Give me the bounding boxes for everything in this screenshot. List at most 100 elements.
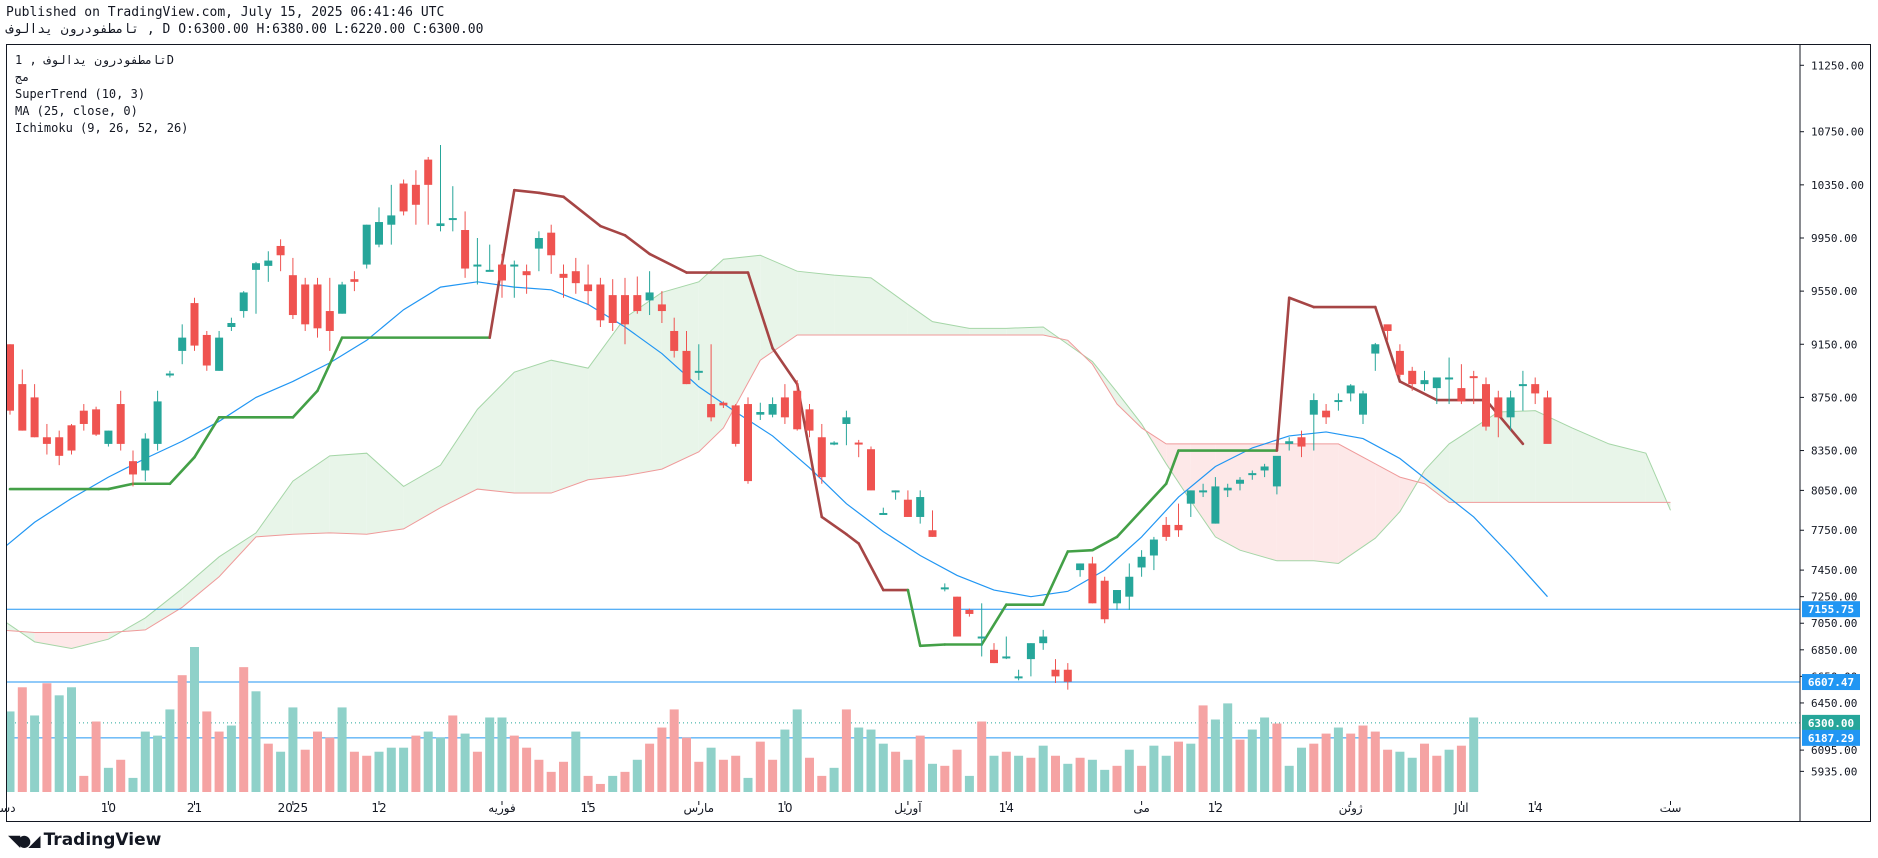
ichimoku-cloud-segment [1117,392,1142,428]
candle-body [891,490,900,493]
supertrend-segment [1275,296,1291,452]
candle [399,179,408,216]
chart-legend: تامطفودرون يدالوف , 1D مج SuperTrend (10… [15,52,188,137]
candle-body [1162,524,1171,537]
candle [1457,364,1466,405]
volume-bar [54,695,64,792]
price-label-bg [1802,601,1860,618]
candle [1272,455,1281,495]
candle-body [104,430,113,444]
candle [1482,377,1490,431]
legend-ichimoku[interactable]: Ichimoku (9, 26, 52, 26) [15,121,189,135]
candle [879,507,888,515]
candle-body [178,337,187,351]
candle [830,441,839,446]
chart-frame[interactable] [6,44,1871,822]
candle-body [793,390,802,430]
candle [1469,370,1478,405]
candle-body [965,609,974,614]
ichimoku-cloud-segment [969,328,1007,335]
candle-body [559,273,568,278]
volume-bar [1075,757,1085,792]
y-tick-label: 8350.00 [1811,445,1857,458]
volume-bar [989,755,999,792]
candle [682,330,691,385]
candle [498,253,506,298]
volume-bar [177,675,187,792]
candle-body [42,437,51,444]
candle-body [1285,441,1294,444]
candle-body [1432,377,1441,389]
candle [387,184,396,245]
legend-supertrend[interactable]: SuperTrend (10, 3) [15,87,146,101]
volume-bar [706,747,716,792]
supertrend-segment [808,449,824,519]
candle [436,144,445,232]
volume-bar [190,647,199,792]
volume-bar [1186,743,1196,792]
supertrend-segment [1115,482,1168,539]
supertrend-segment [316,336,344,393]
candle [178,324,187,365]
candle [1334,393,1343,411]
supertrend-segment [746,271,774,350]
legend-ma[interactable]: MA (25, close, 0) [15,104,138,118]
supertrend-segment [906,588,922,648]
volume-bar [214,731,224,792]
candle-body [1039,636,1048,644]
candle [67,423,76,455]
candle [1420,370,1429,391]
price-label-bg [1802,714,1860,731]
supertrend-segment [1484,398,1525,446]
candle-body [780,397,789,418]
volume-bar [386,747,396,792]
volume-bar [1112,765,1122,792]
y-tick-label: 11250.00 [1811,59,1864,72]
candle [165,370,174,378]
candle-body [411,184,420,205]
volume-bar [1395,751,1405,792]
candle-body [301,284,310,325]
candle-body [1137,556,1146,568]
candle-body [485,269,494,272]
candle-body [1383,324,1392,331]
candle-body [670,330,679,351]
candle-body [719,402,728,406]
supertrend-segment [648,252,688,274]
volume-bar [226,725,236,792]
candle-body [1199,490,1208,493]
x-tick-label: 14 [1528,801,1543,815]
volume-bar [1149,745,1159,792]
tradingview-logo[interactable]: ◥●◢ TradingView [8,830,161,850]
candle-body [1408,370,1417,385]
legend-symbol[interactable]: تامطفودرون يدالوف , 1D [15,53,174,67]
x-tick-label: فوریه [488,801,516,816]
candle [559,264,568,298]
x-tick-label: مارس [684,801,715,816]
candle [645,271,654,316]
ichimoku-cloud-segment [182,556,220,608]
candle [1076,563,1085,577]
candle-body [1076,563,1085,571]
candle-body [903,499,912,517]
ichimoku-cloud-segment [292,455,330,535]
supertrend-segment [193,416,221,459]
supertrend-segment [1374,305,1402,383]
ichimoku-cloud-segment [1609,443,1646,503]
y-tick-label: 8050.00 [1811,484,1857,497]
candle [1162,516,1171,541]
volume-bar [571,731,581,792]
candle-body [1297,437,1306,447]
candle-body [879,512,888,515]
candle-body [313,284,322,329]
volume-bar [7,711,15,792]
candle [571,257,580,294]
volume-bar [1420,743,1429,792]
candle-body [264,260,273,266]
supertrend-segment [291,389,319,419]
candle-body [30,397,39,438]
volume-bar [300,749,310,792]
candle [7,344,14,415]
candle [842,410,851,446]
